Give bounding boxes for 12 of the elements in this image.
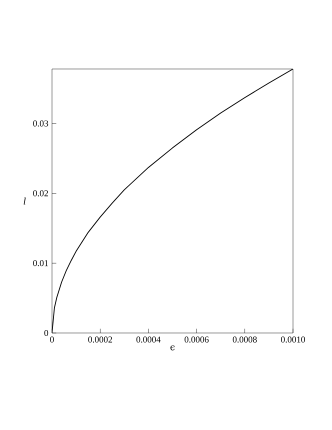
x-tick-label: 0.0008	[232, 336, 257, 343]
x-tick-label: 0	[50, 336, 54, 343]
x-axis-title: ϵ	[170, 345, 175, 350]
y-tick-label: 0.02	[33, 190, 48, 196]
x-tick-label: 0.0002	[88, 336, 112, 343]
y-axis-title: l	[24, 198, 26, 204]
x-tick-label: 0.0006	[184, 336, 209, 343]
y-tick-label: 0	[44, 330, 48, 336]
y-tick-label: 0.03	[33, 120, 48, 127]
x-tick-label: 0.0004	[136, 336, 161, 343]
x-tick-label: 0.0010	[281, 336, 305, 343]
y-tick-label: 0.01	[33, 260, 48, 266]
